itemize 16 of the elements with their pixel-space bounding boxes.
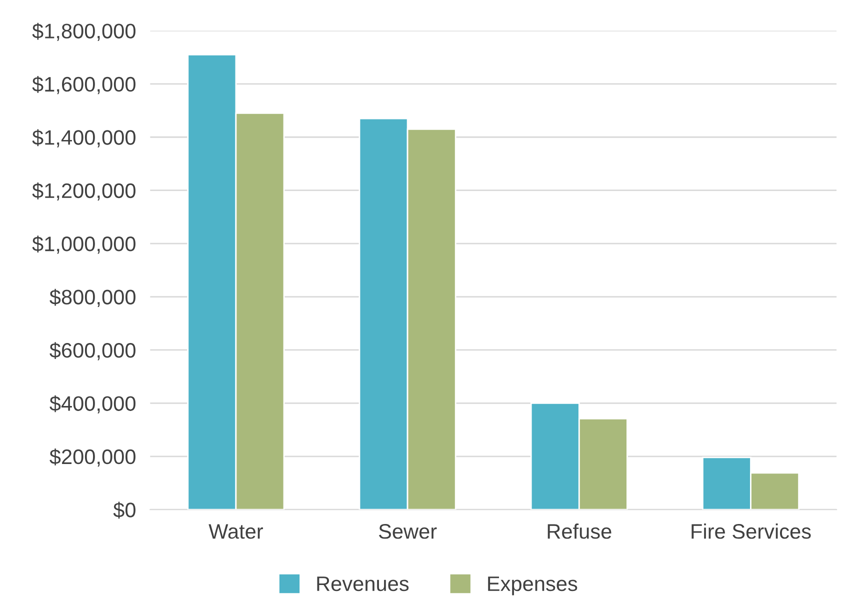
x-tick-label: Water — [208, 524, 263, 539]
y-tick-label: $1,400,000 — [32, 129, 136, 148]
y-tick-label: $0 — [113, 502, 136, 519]
y-tick-label: $800,000 — [50, 288, 136, 307]
x-tick-label: Refuse — [548, 524, 612, 539]
y-tick-label: $200,000 — [50, 448, 136, 467]
x-tick-label: Sewer — [378, 524, 437, 539]
y-tick-label: $1,800,000 — [32, 22, 136, 41]
y-tick-label: $600,000 — [50, 342, 136, 360]
x-tick-label: Fire Services — [692, 524, 811, 539]
y-tick-label: $1,600,000 — [32, 76, 136, 94]
legend-label: Revenues — [317, 576, 409, 592]
y-tick-label: $1,200,000 — [32, 182, 136, 201]
y-tick-label: $1,000,000 — [32, 236, 136, 254]
legend-label: Expenses — [488, 576, 578, 596]
y-tick-label: $400,000 — [50, 395, 136, 414]
